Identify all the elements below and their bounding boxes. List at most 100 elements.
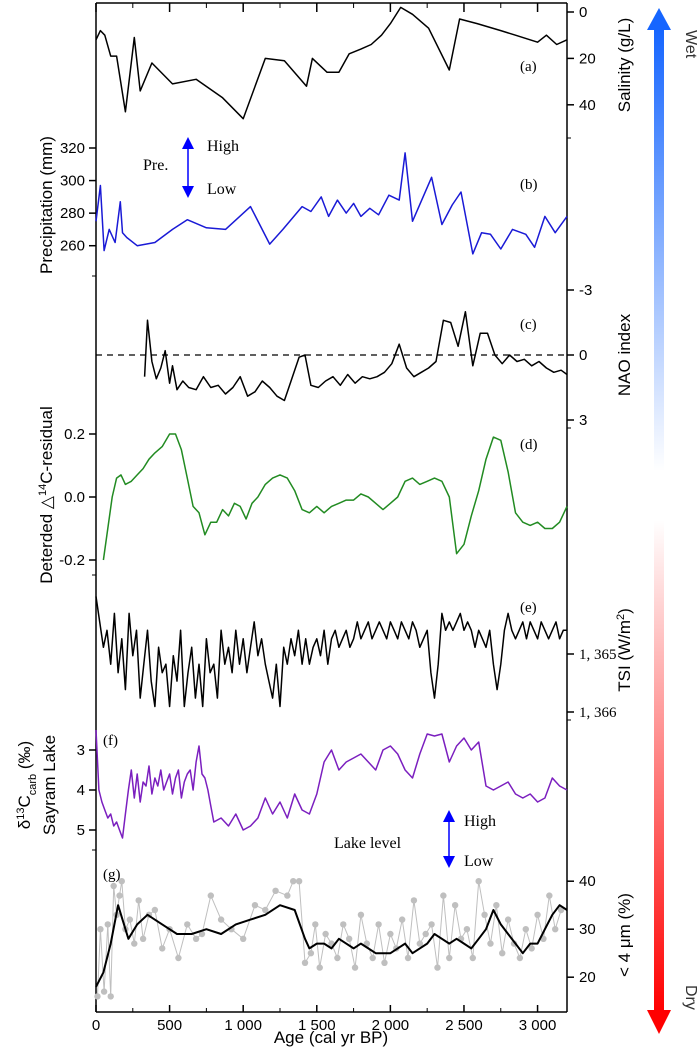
series-line-g bbox=[95, 904, 568, 988]
raw-data-point bbox=[451, 902, 459, 909]
up-arrow-icon bbox=[647, 8, 671, 30]
panel-c: -3 0 3 NAO index bbox=[96, 282, 634, 429]
raw-data-point bbox=[469, 954, 476, 962]
y-tick-label: 0.2 bbox=[64, 426, 85, 443]
axes-frame bbox=[95, 2, 568, 1013]
lake-low-label: Low bbox=[464, 853, 494, 870]
raw-data-point bbox=[398, 916, 406, 923]
raw-data-point bbox=[184, 921, 191, 928]
y-axis-title: NAO index bbox=[615, 313, 634, 396]
raw-data-point bbox=[516, 954, 524, 962]
raw-data-point bbox=[272, 887, 279, 894]
superscript: 14 bbox=[37, 484, 49, 496]
lake-high-label: High bbox=[464, 813, 496, 830]
raw-data-point bbox=[493, 902, 500, 909]
raw-data-point bbox=[217, 916, 225, 923]
y-tick-label: 300 bbox=[60, 173, 85, 190]
raw-data-point bbox=[375, 921, 382, 928]
raw-data-point bbox=[316, 964, 323, 971]
y-axis-title: Precipitation (mm) bbox=[37, 136, 56, 274]
lake-label: Lake level bbox=[334, 835, 402, 852]
title-rest: (‰) bbox=[15, 741, 34, 774]
y-tick-label: 5 bbox=[77, 822, 85, 839]
title-rest: C-residual bbox=[37, 406, 56, 483]
pre-low-label: Low bbox=[207, 181, 237, 198]
x-tick-label: 1 500 bbox=[298, 1017, 336, 1034]
raw-data-point bbox=[440, 892, 447, 899]
raw-data-point bbox=[522, 926, 529, 933]
panel-label-e: (e) bbox=[520, 600, 537, 616]
y-tick-label: -0.2 bbox=[59, 552, 85, 569]
x-tick-label: 2 500 bbox=[445, 1017, 483, 1034]
raw-data-point bbox=[94, 993, 101, 1000]
y-tick-label: 20 bbox=[579, 969, 596, 986]
panel-label-f: (f) bbox=[103, 733, 118, 749]
series-line-f bbox=[95, 729, 568, 839]
y-tick-label: 30 bbox=[579, 921, 596, 938]
raw-data-point bbox=[301, 959, 309, 966]
x-tick-label: 0 bbox=[92, 1017, 100, 1034]
raw-data-point bbox=[207, 892, 215, 899]
raw-data-point bbox=[534, 911, 541, 918]
y-tick-label: 0 bbox=[579, 4, 587, 21]
y-axis-title: δ13Ccarb (‰) bbox=[15, 741, 39, 829]
series-line-a bbox=[95, 6, 568, 120]
raw-data-point bbox=[434, 964, 441, 971]
raw-data-point bbox=[118, 878, 125, 885]
panel-label-c: (c) bbox=[520, 317, 537, 333]
x-tick-label: 3 000 bbox=[519, 1017, 557, 1034]
raw-data-point bbox=[295, 878, 303, 885]
raw-data-point bbox=[116, 892, 123, 899]
raw-data-point bbox=[404, 954, 412, 962]
raw-data-point bbox=[100, 988, 108, 995]
raw-data-point bbox=[104, 921, 111, 928]
y-tick-label: 4 bbox=[77, 782, 85, 799]
raw-data-point bbox=[312, 921, 319, 928]
wet-dry-gradient bbox=[654, 28, 664, 1013]
raw-data-point bbox=[552, 926, 559, 933]
raw-data-point bbox=[107, 993, 114, 1000]
precipitation-annotation: Pre. High Low bbox=[143, 137, 239, 198]
y-tick-label: 20 bbox=[579, 50, 596, 67]
panel-d: -0.2 0.0 0.2 Deterded △14C-residual bbox=[37, 406, 568, 584]
raw-data-point bbox=[198, 930, 206, 938]
panel-g: 20 30 40 < 4 μm (%) bbox=[94, 873, 634, 1000]
y-tick-label: 40 bbox=[579, 873, 596, 890]
pre-high-label: High bbox=[207, 138, 239, 155]
raw-data-point bbox=[251, 902, 259, 909]
raw-data-point bbox=[416, 940, 424, 947]
panel-label-d: (d) bbox=[520, 437, 538, 453]
x-axis-title: Age (cal yr BP) bbox=[274, 1028, 388, 1047]
pre-up-arrow-icon bbox=[182, 137, 194, 149]
y-tick-label: 40 bbox=[579, 97, 596, 114]
raw-data-point bbox=[284, 892, 291, 899]
raw-data-point bbox=[126, 916, 134, 923]
raw-data-point bbox=[499, 950, 506, 957]
raw-data-point bbox=[239, 935, 247, 942]
y-tick-label: 3 bbox=[77, 742, 85, 759]
x-tick-label: 1 000 bbox=[224, 1017, 262, 1034]
dry-label: Dry bbox=[682, 985, 699, 1010]
raw-data-point bbox=[151, 906, 159, 914]
pre-down-arrow-icon bbox=[182, 186, 194, 198]
x-tick-label: 500 bbox=[157, 1017, 182, 1034]
raw-data-point bbox=[290, 878, 297, 885]
raw-data-point bbox=[97, 926, 104, 933]
raw-data-point bbox=[139, 935, 147, 942]
raw-data-point bbox=[110, 882, 117, 890]
raw-data-point bbox=[528, 945, 535, 952]
raw-data-point bbox=[481, 911, 488, 918]
raw-data-point bbox=[363, 940, 371, 947]
y-axis-title: TSI (W/m2) bbox=[615, 608, 634, 692]
x-axis: 0 500 1 000 1 500 2 000 2 500 3 000 bbox=[92, 3, 557, 1034]
raw-data-point bbox=[334, 954, 341, 962]
raw-data-point bbox=[135, 897, 142, 904]
y-tick-label: -3 bbox=[579, 282, 592, 299]
raw-data-point bbox=[387, 930, 394, 938]
raw-data-point bbox=[262, 906, 269, 914]
series-line-b bbox=[95, 152, 568, 255]
title-c: C bbox=[15, 795, 34, 807]
raw-data-line bbox=[97, 880, 562, 997]
